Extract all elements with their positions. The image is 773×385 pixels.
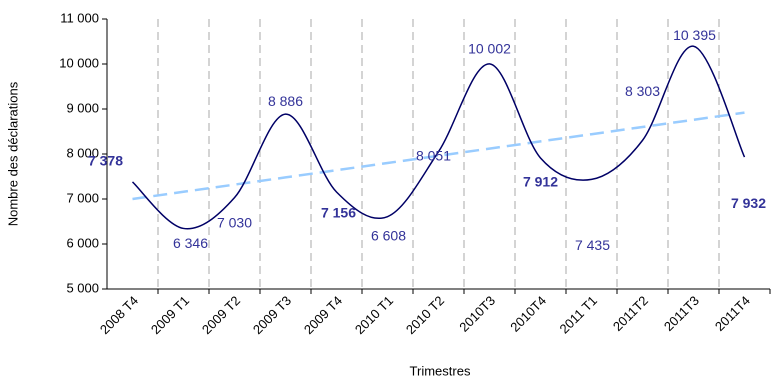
x-tick-label: 2010 T1 — [352, 293, 396, 337]
x-tick-label: 2010 T2 — [403, 293, 447, 337]
x-tick-label: 2011T3 — [661, 293, 702, 334]
y-tick-label: 10 000 — [59, 55, 99, 70]
y-tick-label: 5 000 — [66, 280, 99, 295]
y-axis-label: Nombre des déclarations — [5, 81, 20, 226]
value-label: 7 030 — [217, 214, 252, 230]
x-tick-label: 2010T3 — [456, 293, 498, 335]
x-tick-label: 2011T4 — [712, 293, 753, 334]
value-label: 7 912 — [523, 174, 558, 190]
x-tick-label: 2011T2 — [610, 293, 651, 334]
value-label: 6 346 — [173, 235, 208, 251]
x-tick-label: 2009 T1 — [148, 293, 192, 337]
data-line — [131, 45, 746, 230]
value-label: 7 156 — [321, 205, 356, 221]
x-tick-label: 2010T4 — [507, 293, 549, 335]
x-tick-label: 2008 T4 — [97, 293, 141, 337]
value-label: 7 378 — [88, 153, 123, 169]
y-tick-label: 9 000 — [66, 100, 99, 115]
value-label: 6 608 — [371, 227, 406, 243]
y-tick-label: 11 000 — [60, 10, 99, 25]
value-label: 7 932 — [731, 195, 766, 211]
x-tick-label: 2011 T1 — [557, 293, 600, 336]
value-label: 10 395 — [673, 27, 716, 43]
value-label: 8 051 — [416, 147, 451, 163]
y-tick-label: 8 000 — [66, 145, 99, 160]
x-tick-label: 2009 T2 — [199, 293, 243, 337]
value-label: 10 002 — [468, 41, 511, 57]
trend-line — [132, 111, 745, 201]
x-tick-label: 2009 T4 — [301, 293, 345, 337]
value-label: 7 435 — [575, 237, 610, 253]
x-tick-label: 2009 T3 — [250, 293, 294, 337]
value-label: 8 303 — [625, 83, 660, 99]
y-tick-label: 6 000 — [66, 235, 99, 250]
y-tick-label: 7 000 — [66, 190, 99, 205]
x-axis-label: Trimestres — [410, 363, 471, 378]
value-label: 8 886 — [268, 93, 303, 109]
